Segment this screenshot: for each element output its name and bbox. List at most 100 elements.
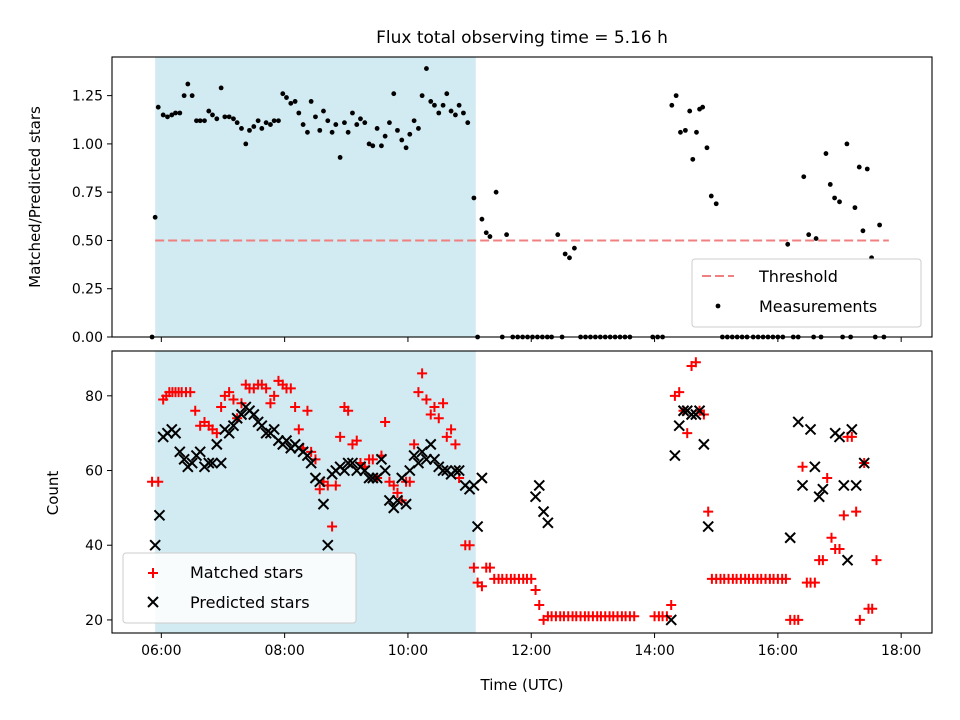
- matched-star-point: [530, 585, 541, 596]
- predicted-star-point: [301, 449, 314, 462]
- predicted-star-point: [379, 464, 391, 477]
- matched-star-point: [185, 387, 196, 398]
- predicted-star-point: [235, 408, 248, 421]
- predicted-star-point: [846, 423, 858, 436]
- measurement-point: [362, 120, 368, 126]
- predicted-star-point: [388, 502, 400, 514]
- y-tick-label: 60: [85, 464, 103, 480]
- matched-star-point: [224, 387, 235, 398]
- measurement-point: [673, 93, 679, 99]
- y-tick-label: 0.00: [72, 330, 103, 346]
- matched-star-point: [441, 431, 452, 442]
- axes-frame: [111, 350, 933, 634]
- measurement-point: [567, 255, 572, 261]
- matched-star-point: [846, 431, 857, 442]
- predicted-star-point: [367, 472, 379, 484]
- measurement-point: [342, 120, 347, 126]
- measurement-point: [504, 232, 509, 238]
- predicted-star-point: [203, 457, 215, 469]
- predicted-star-point: [248, 408, 260, 421]
- predicted-star-point: [841, 554, 854, 566]
- y-axis-label-top: Matched/Predicted stars: [26, 106, 44, 288]
- predicted-star-point: [537, 505, 550, 518]
- predicted-star-point: [702, 520, 714, 533]
- matched-star-point: [417, 368, 428, 379]
- measurement-point: [255, 118, 261, 124]
- predicted-star-point: [437, 464, 449, 477]
- x-tick-label: 18:00: [881, 643, 921, 659]
- predicted-star-point: [833, 431, 846, 443]
- matched-star-point: [703, 506, 714, 517]
- predicted-star-point: [305, 457, 317, 469]
- predicted-star-point: [677, 405, 690, 417]
- measurement-point: [350, 110, 355, 116]
- matched-star-point: [851, 506, 862, 517]
- predicted-star-point: [449, 464, 462, 477]
- measurement-point: [844, 141, 850, 147]
- measurement-point: [461, 110, 466, 116]
- measurement-point: [284, 95, 289, 100]
- matched-star-point: [302, 405, 313, 416]
- y-tick-label: 1.00: [72, 137, 103, 153]
- measurement-point: [448, 108, 454, 114]
- measurement-point: [493, 189, 499, 195]
- predicted-star-point: [792, 416, 804, 428]
- measurement-point: [806, 232, 812, 238]
- measurement-point: [395, 127, 400, 133]
- measurement-point: [366, 141, 372, 147]
- measurement-point: [247, 127, 252, 133]
- matched-star-point: [327, 521, 338, 532]
- y-tick-label: 0.50: [72, 233, 103, 249]
- measurement-point: [177, 110, 183, 116]
- predicted-star-point: [412, 457, 425, 469]
- measurement-point: [222, 114, 228, 120]
- measurement-point: [218, 85, 224, 91]
- predicted-star-point: [665, 614, 677, 626]
- measurement-point: [713, 201, 719, 207]
- matched-star-point: [269, 390, 280, 401]
- y-tick-label: 40: [85, 538, 103, 554]
- matched-star-point: [148, 568, 158, 578]
- measurement-point: [403, 145, 409, 151]
- matched-star-point: [822, 472, 833, 483]
- x-tick-label: 06:00: [141, 643, 181, 659]
- measurement-point: [243, 141, 249, 147]
- measurement-point: [321, 108, 326, 114]
- legend-bottom: [122, 552, 357, 624]
- matched-star-point: [293, 424, 304, 435]
- predicted-star-point: [471, 520, 484, 533]
- matched-star-point: [476, 581, 487, 592]
- predicted-star-point: [280, 434, 293, 447]
- measurement-point: [465, 120, 471, 126]
- predicted-star-point: [858, 457, 870, 469]
- matched-star-point: [484, 562, 495, 573]
- matched-star-point: [464, 540, 475, 551]
- top-panel: 0.00 0.25 0.50 0.75 1.00 1.25 Threshold Measure…: [72, 56, 933, 346]
- matched-star-point: [413, 387, 424, 398]
- measurement-point: [832, 195, 837, 201]
- predicted-star-point: [529, 490, 542, 503]
- matched-star-point: [290, 402, 301, 413]
- measurement-point: [801, 174, 807, 180]
- matched-star-point: [817, 555, 828, 566]
- measurement-point: [305, 129, 310, 135]
- measurement-point: [234, 120, 240, 126]
- measurement-point: [387, 120, 392, 126]
- bottom-panel: 20 40 60 80 06:00 08:00 10:00 12:00 14:00 16:00 18…: [85, 350, 933, 659]
- measurement-point: [251, 124, 257, 129]
- measurement-point: [313, 114, 318, 120]
- y-tick-label: 80: [85, 389, 103, 405]
- measurement-point: [169, 112, 175, 118]
- matched-star-point: [343, 405, 354, 416]
- measurement-point: [708, 193, 714, 199]
- measurement-point: [181, 93, 187, 99]
- measurement-point: [337, 155, 343, 160]
- measurement-point: [374, 126, 380, 131]
- predicted-star-point: [346, 457, 359, 469]
- matched-star-point: [425, 409, 436, 420]
- measurement-point: [239, 126, 244, 131]
- measurement-point: [292, 99, 298, 104]
- measurement-point: [572, 245, 577, 251]
- measurement-point: [813, 236, 819, 241]
- measurement-point: [308, 99, 314, 104]
